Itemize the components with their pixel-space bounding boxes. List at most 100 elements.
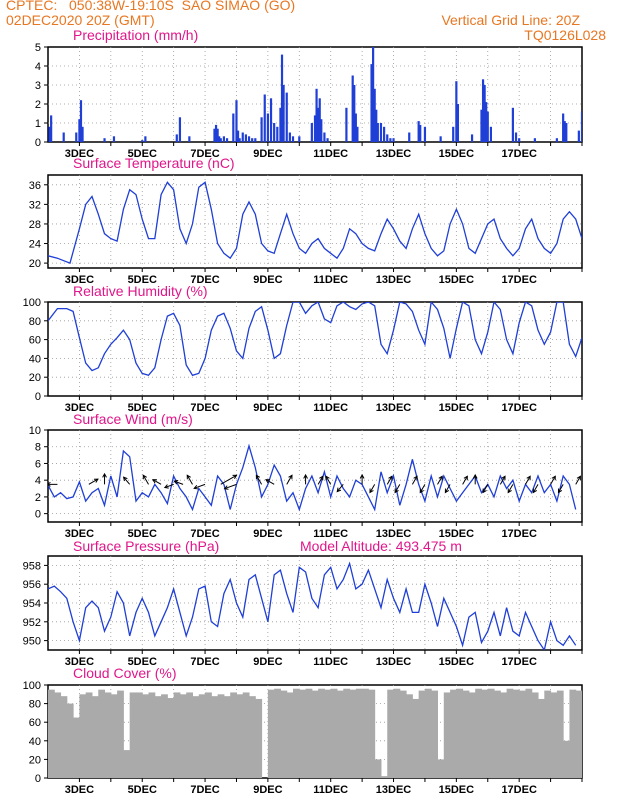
precip-bar (555, 138, 558, 142)
precip-bar (310, 123, 313, 142)
x-tick-label: 9DEC (253, 656, 282, 668)
x-tick-label: 3DEC (65, 148, 94, 160)
x-tick-label: 5DEC (128, 784, 157, 796)
x-tick-label: 13DEC (376, 274, 412, 286)
precip-bar (383, 126, 386, 142)
precip-bar (326, 138, 329, 142)
precip-bar (266, 113, 269, 142)
precip-bar (269, 98, 273, 142)
x-tick-label: 11DEC (313, 148, 348, 160)
cloud-bar (311, 690, 319, 778)
precip-bar (408, 132, 411, 142)
wind-arrow-head (325, 475, 330, 481)
cloud-bar (362, 688, 369, 778)
cloud-bar (230, 692, 237, 778)
cloud-bar (192, 696, 200, 778)
cloud-bar (380, 776, 388, 778)
precip-bar (565, 123, 568, 142)
cloud-bar (73, 717, 80, 778)
x-tick-label: 7DEC (190, 656, 219, 668)
precip-bar (481, 79, 485, 142)
precip-bar (439, 136, 442, 142)
wind-arrow-shaft (437, 475, 443, 485)
y-tick-label: 60 (29, 335, 41, 347)
y-tick-label: 3 (35, 80, 41, 92)
precip-bar (141, 140, 144, 142)
precip-bar (392, 138, 395, 142)
y-tick-label: 0 (35, 773, 41, 785)
wind-arrow-shaft (507, 484, 514, 493)
precip-bar (103, 138, 106, 142)
x-tick-label: 9DEC (253, 528, 282, 540)
x-tick-label: 11DEC (313, 528, 348, 540)
wind-arrow-shaft (336, 484, 344, 492)
precip-bar (345, 107, 348, 142)
x-tick-label: 13DEC (376, 656, 412, 668)
precip-bar (563, 121, 566, 142)
cloud-bar (355, 688, 363, 778)
precip-bar (273, 123, 276, 142)
cloud-bar (368, 689, 376, 778)
cloud-bar (437, 759, 445, 778)
wind-arrow-head (507, 488, 512, 494)
x-tick-label: 17DEC (501, 402, 537, 414)
wind-arrow-head (265, 479, 271, 484)
cloud-bar (412, 698, 420, 778)
cloud-bar (305, 688, 313, 778)
precip-bar (75, 132, 78, 142)
cloud-bar (60, 696, 68, 778)
precip-bar (251, 138, 254, 142)
wind-arrow-shaft (419, 484, 426, 493)
wind-arrow-shaft (325, 475, 332, 485)
wind-arrow-head (102, 472, 107, 478)
cloud-bar (286, 692, 294, 778)
x-tick-label: 13DEC (376, 148, 412, 160)
panel-title: Cloud Cover (%) (73, 665, 176, 681)
x-tick-label: 5DEC (128, 402, 157, 414)
plot-area (48, 181, 582, 264)
x-tick-label: 11DEC (313, 656, 348, 668)
cloud-bar (179, 694, 187, 778)
x-tick-label: 7DEC (190, 148, 219, 160)
cloud-bar (569, 689, 577, 778)
x-tick-label: 7DEC (190, 528, 219, 540)
x-tick-label: 11DEC (313, 784, 348, 796)
cloud-bar (538, 698, 545, 778)
cloud-bar (236, 694, 244, 778)
wind-arrow-head (501, 475, 506, 481)
y-tick-label: 954 (23, 598, 41, 610)
cloud-bar (135, 692, 143, 778)
wind-arrow-head (463, 475, 468, 481)
cloud-bar (399, 690, 407, 778)
x-tick-label: 15DEC (439, 148, 475, 160)
cloud-bar (299, 689, 307, 778)
wind-arrow-shaft (499, 475, 506, 485)
cloud-bar (525, 688, 533, 778)
wind-arrow-shaft (88, 478, 99, 485)
header-line-1: CPTEC: 050:38W-19:10S SAO SIMAO (GO) (6, 0, 296, 13)
panel-title: Relative Humidity (%) (73, 283, 208, 299)
cloud-bar (148, 692, 156, 778)
precip-bar (213, 128, 216, 142)
y-tick-label: 60 (29, 717, 41, 729)
wind-arrow-shaft (142, 475, 149, 485)
wind-arrow-shaft (174, 480, 184, 485)
wind-arrow-shaft (558, 484, 564, 493)
cloud-bar (349, 689, 357, 778)
precip-bar (389, 138, 392, 142)
precip-bar (423, 126, 427, 142)
precip-bar (480, 109, 483, 142)
x-tick-label: 9DEC (253, 274, 282, 286)
precip-bar (225, 138, 229, 142)
y-tick-label: 32 (29, 199, 41, 211)
wind-arrow-head (152, 479, 157, 484)
cloud-bar (462, 690, 470, 778)
x-tick-label: 13DEC (376, 784, 412, 796)
cloud-bar (255, 698, 263, 778)
cloud-bar (54, 692, 62, 778)
wind-arrow-shaft (224, 483, 237, 490)
cloud-bar (575, 690, 582, 778)
plot-area (48, 561, 577, 650)
cloud-bar (98, 689, 106, 778)
x-tick-label: 3DEC (65, 402, 94, 414)
